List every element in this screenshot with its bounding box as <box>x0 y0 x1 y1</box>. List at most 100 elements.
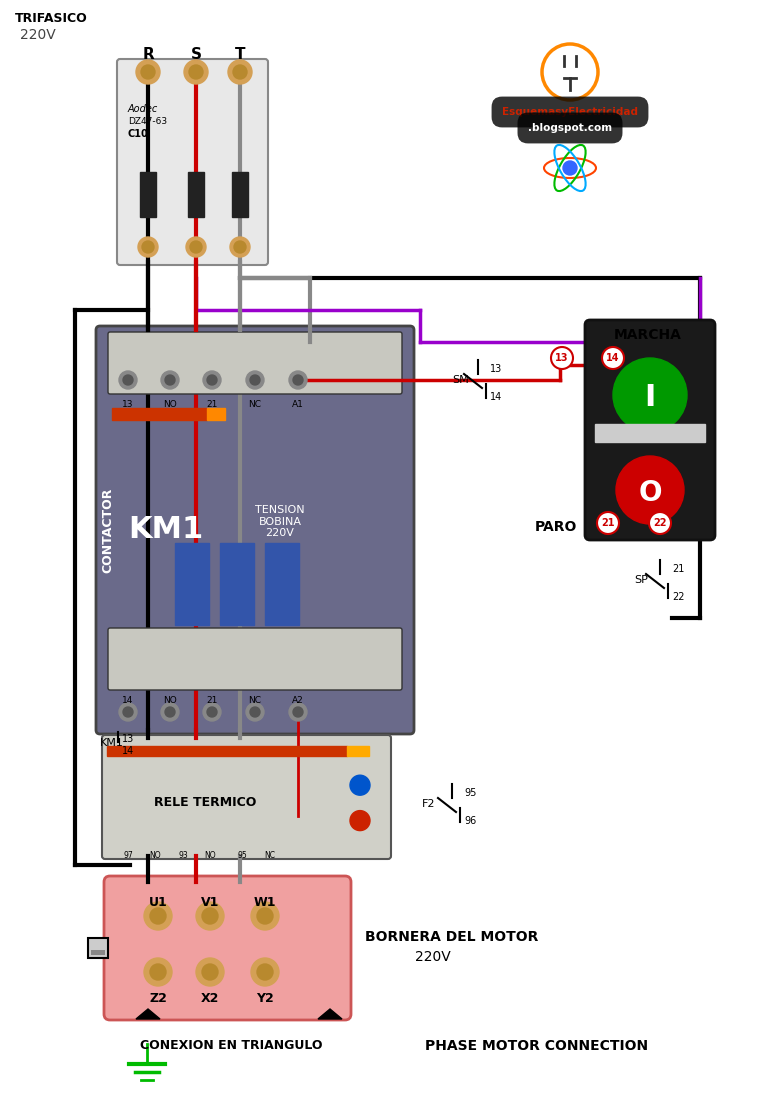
Bar <box>265 543 299 625</box>
Text: NC: NC <box>249 400 261 409</box>
Text: R: R <box>142 47 154 62</box>
FancyBboxPatch shape <box>104 876 351 1020</box>
Bar <box>91 950 105 955</box>
Circle shape <box>150 964 166 980</box>
Circle shape <box>203 703 221 721</box>
Bar <box>88 938 108 958</box>
Text: 22: 22 <box>672 592 685 602</box>
Text: CONTACTOR: CONTACTOR <box>102 487 115 572</box>
Text: NO: NO <box>163 400 177 409</box>
Bar <box>595 424 705 442</box>
Circle shape <box>202 908 218 924</box>
Circle shape <box>246 703 264 721</box>
Circle shape <box>136 60 160 84</box>
Text: Aodec: Aodec <box>128 104 158 114</box>
Text: A1: A1 <box>292 400 304 409</box>
Circle shape <box>289 703 307 721</box>
Circle shape <box>207 708 217 718</box>
Circle shape <box>165 708 175 718</box>
Text: 97: 97 <box>123 851 133 859</box>
Text: U1: U1 <box>149 896 167 909</box>
Circle shape <box>228 60 252 84</box>
Text: BORNERA DEL MOTOR: BORNERA DEL MOTOR <box>365 930 538 944</box>
Text: PHASE MOTOR CONNECTION: PHASE MOTOR CONNECTION <box>425 1039 648 1054</box>
Text: KM1: KM1 <box>100 737 124 747</box>
FancyBboxPatch shape <box>585 321 715 540</box>
Text: I: I <box>644 384 656 413</box>
Polygon shape <box>136 1009 160 1019</box>
Circle shape <box>123 375 133 385</box>
Circle shape <box>251 958 279 986</box>
Circle shape <box>142 241 154 253</box>
Text: CONEXION EN TRIANGULO: CONEXION EN TRIANGULO <box>140 1039 322 1052</box>
Text: 13: 13 <box>556 353 568 363</box>
Circle shape <box>250 708 260 718</box>
Circle shape <box>119 372 137 389</box>
Text: 21: 21 <box>206 696 217 705</box>
Text: TENSION
BOBINA
220V: TENSION BOBINA 220V <box>255 505 305 538</box>
Circle shape <box>165 375 175 385</box>
Text: 14: 14 <box>606 353 619 363</box>
Text: 95: 95 <box>237 851 247 859</box>
Circle shape <box>123 708 133 718</box>
Bar <box>347 746 369 756</box>
Text: W1: W1 <box>254 896 276 909</box>
Circle shape <box>613 358 687 433</box>
Text: NC: NC <box>249 696 261 705</box>
Text: NO: NO <box>149 851 161 859</box>
Text: S: S <box>191 47 201 62</box>
Text: 95: 95 <box>464 788 477 798</box>
Circle shape <box>144 902 172 930</box>
Text: MARCHA: MARCHA <box>614 328 682 342</box>
Bar <box>140 172 156 217</box>
Text: DZ47-63: DZ47-63 <box>128 118 167 126</box>
Text: A2: A2 <box>292 696 304 705</box>
Circle shape <box>616 456 684 523</box>
Text: 93: 93 <box>178 851 188 859</box>
Circle shape <box>563 161 577 175</box>
Circle shape <box>289 372 307 389</box>
Text: V1: V1 <box>201 896 219 909</box>
Circle shape <box>138 237 158 257</box>
FancyBboxPatch shape <box>102 735 391 859</box>
Text: 14: 14 <box>122 746 135 756</box>
Text: Y2: Y2 <box>256 991 274 1005</box>
Text: TRIFASICO: TRIFASICO <box>15 12 87 26</box>
Circle shape <box>293 375 303 385</box>
Text: NO: NO <box>204 851 216 859</box>
Circle shape <box>251 902 279 930</box>
Text: KM1: KM1 <box>128 515 203 545</box>
Text: 21: 21 <box>601 518 615 528</box>
Text: NO: NO <box>163 696 177 705</box>
Text: .blogspot.com: .blogspot.com <box>528 123 612 133</box>
Circle shape <box>551 347 573 369</box>
FancyBboxPatch shape <box>96 326 414 734</box>
Circle shape <box>257 908 273 924</box>
Bar <box>188 172 204 217</box>
Circle shape <box>203 372 221 389</box>
Circle shape <box>144 958 172 986</box>
Circle shape <box>189 65 203 79</box>
Bar <box>232 172 248 217</box>
Text: X2: X2 <box>201 991 219 1005</box>
Circle shape <box>234 241 246 253</box>
Text: 13: 13 <box>490 364 502 374</box>
Bar <box>220 543 254 625</box>
FancyBboxPatch shape <box>117 59 268 265</box>
Circle shape <box>119 703 137 721</box>
Text: PARO: PARO <box>534 520 577 535</box>
Text: 21: 21 <box>672 564 684 574</box>
Circle shape <box>350 811 370 831</box>
Text: 96: 96 <box>464 816 477 826</box>
Circle shape <box>293 708 303 718</box>
Polygon shape <box>318 1009 342 1019</box>
Circle shape <box>233 65 247 79</box>
Text: 21: 21 <box>206 400 217 409</box>
FancyBboxPatch shape <box>108 628 402 690</box>
FancyBboxPatch shape <box>108 332 402 394</box>
Text: T: T <box>235 47 245 62</box>
Circle shape <box>161 703 179 721</box>
Bar <box>175 543 209 625</box>
Text: Z2: Z2 <box>149 991 167 1005</box>
Text: SM: SM <box>452 375 469 385</box>
